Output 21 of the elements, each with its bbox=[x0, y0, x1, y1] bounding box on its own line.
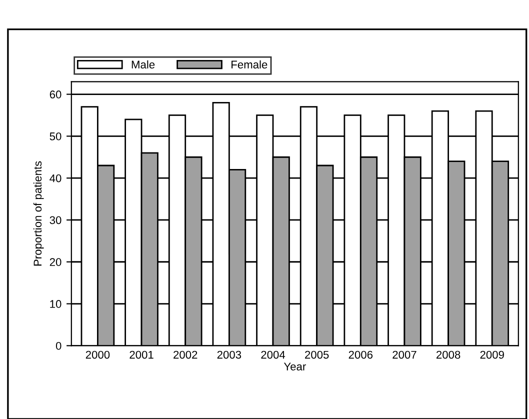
y-tick-label: 30 bbox=[50, 216, 62, 224]
y-tick-label: 50 bbox=[50, 132, 62, 140]
y-tick-label: 40 bbox=[50, 174, 62, 182]
legend-label: Female bbox=[232, 60, 268, 69]
x-tick-label: 2000 bbox=[86, 350, 110, 359]
y-tick-label: 20 bbox=[50, 258, 62, 266]
x-tick-label: 2007 bbox=[392, 350, 416, 359]
x-tick-label: 2003 bbox=[217, 350, 242, 359]
x-tick-label: 2001 bbox=[130, 350, 154, 359]
x-axis-title: Year bbox=[284, 362, 306, 370]
y-axis-title: Proportion of patients bbox=[33, 161, 44, 266]
x-tick-label: 2009 bbox=[480, 350, 504, 359]
x-tick-label: 2004 bbox=[261, 350, 286, 359]
x-tick-label: 2006 bbox=[348, 350, 373, 359]
legend-label: Male bbox=[132, 60, 155, 69]
x-tick-label: 2005 bbox=[305, 350, 329, 359]
y-tick-label: 60 bbox=[50, 90, 62, 98]
y-tick-label: 10 bbox=[50, 300, 62, 308]
x-tick-label: 2002 bbox=[174, 350, 198, 359]
x-tick-label: 2008 bbox=[436, 350, 460, 359]
y-tick-label: 0 bbox=[56, 342, 62, 350]
